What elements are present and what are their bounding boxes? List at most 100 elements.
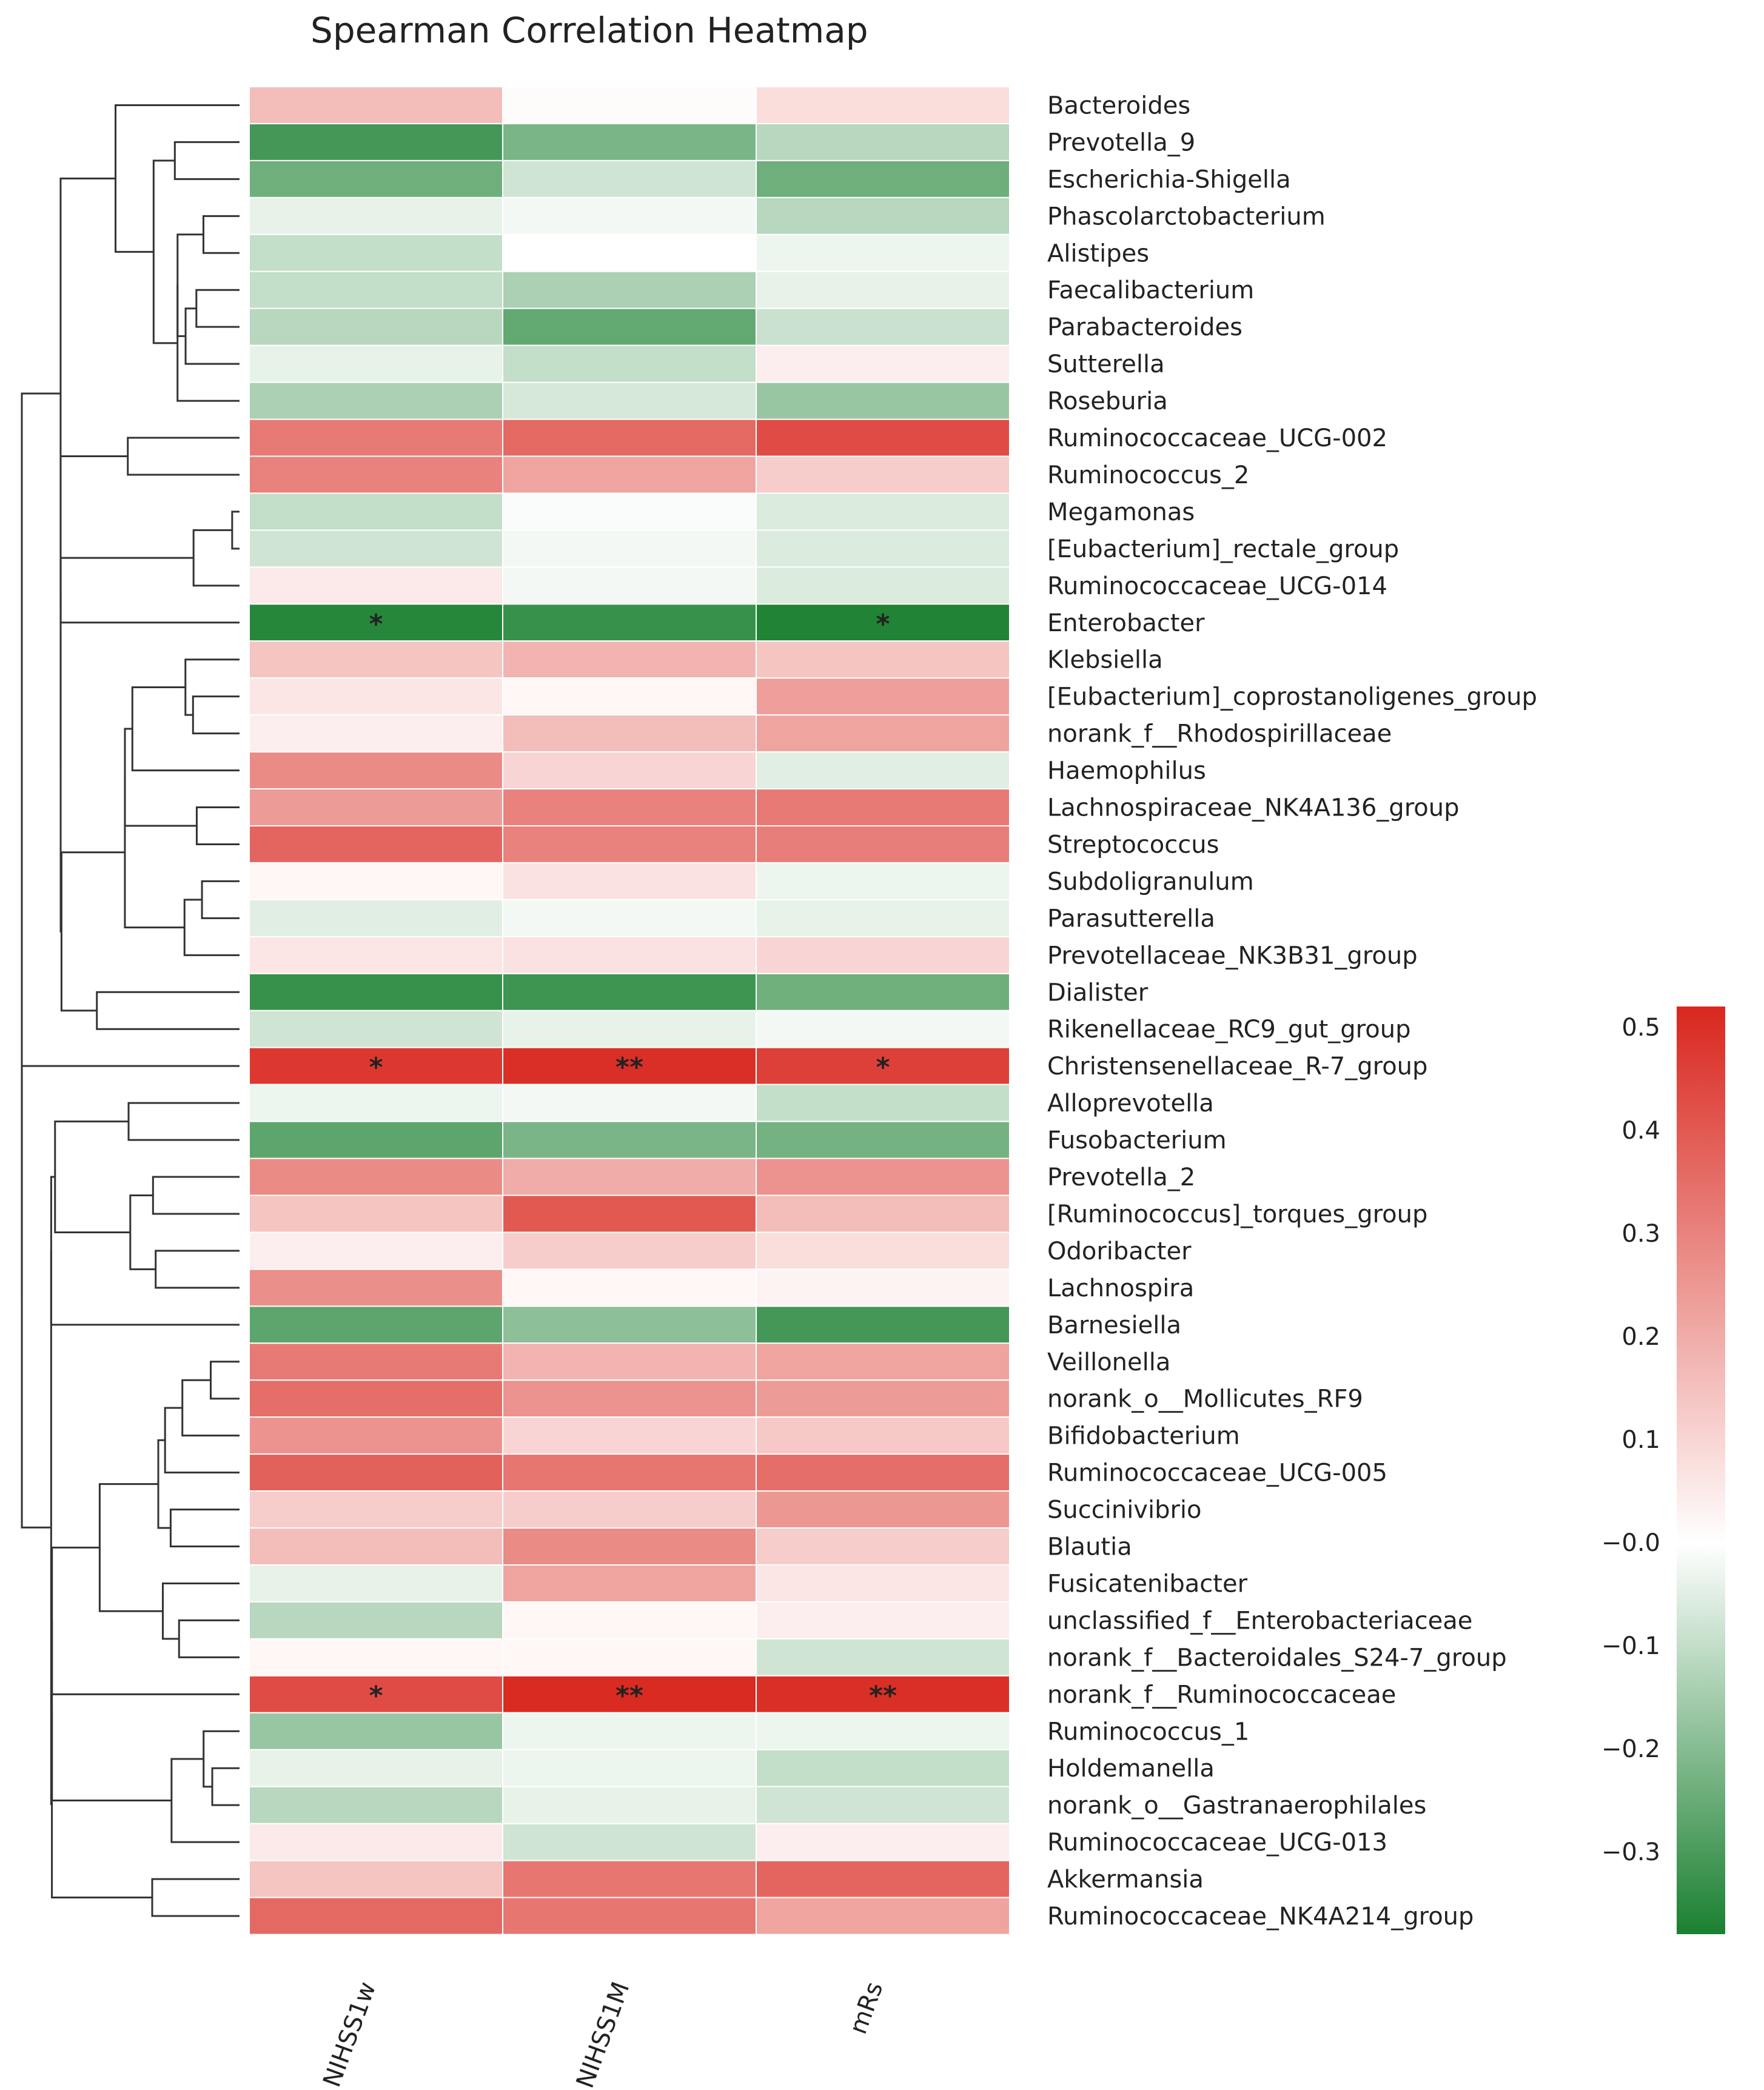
row-label: Rikenellaceae_RC9_gut_group bbox=[1047, 1016, 1410, 1043]
dendrogram-branch bbox=[151, 1878, 240, 1917]
dendrogram-branch bbox=[211, 1767, 240, 1806]
heatmap-cell bbox=[249, 1010, 503, 1048]
heatmap-cell bbox=[756, 1638, 1010, 1676]
colorbar: 0.5 0.4 0.3 0.2 0.1 −0.0 −0.1 −0.2 −0.3 bbox=[1601, 1006, 1725, 1934]
colorbar-tick-label: −0.2 bbox=[1601, 1735, 1660, 1763]
heatmap-cell bbox=[502, 122, 757, 161]
heatmap-cell bbox=[502, 603, 757, 642]
heatmap-cell bbox=[756, 1379, 1010, 1418]
heatmap-cell bbox=[502, 1860, 757, 1898]
heatmap-cell bbox=[756, 233, 1010, 272]
row-label: Succinivibrio bbox=[1047, 1496, 1202, 1524]
heatmap-cell bbox=[249, 1379, 503, 1418]
heatmap-cell bbox=[502, 233, 757, 272]
row-label: unclassified_f__Enterobacteriaceae bbox=[1047, 1607, 1472, 1635]
heatmap-cell bbox=[756, 1010, 1010, 1048]
row-label: Ruminococcaceae_UCG-013 bbox=[1047, 1829, 1387, 1857]
heatmap-cell bbox=[756, 714, 1010, 753]
row-label: Enterobacter bbox=[1047, 609, 1205, 637]
significance-star: ** bbox=[615, 1680, 643, 1711]
dendrogram-branch bbox=[176, 233, 204, 337]
dendrogram-branch bbox=[231, 511, 240, 550]
dendrogram-branch bbox=[59, 455, 128, 762]
heatmap-cell bbox=[249, 640, 503, 679]
heatmap-cell bbox=[502, 825, 757, 863]
heatmap-cell bbox=[249, 307, 503, 346]
row-label: Lachnospira bbox=[1047, 1274, 1194, 1302]
heatmap-cell bbox=[756, 529, 1010, 568]
heatmap-cell bbox=[502, 1157, 757, 1196]
heatmap-cell bbox=[502, 1823, 757, 1861]
row-label: Lachnospiraceae_NK4A136_group bbox=[1047, 794, 1459, 822]
heatmap-cell bbox=[249, 1860, 503, 1898]
dendrogram-branch bbox=[124, 776, 185, 929]
column-label: NIHSS1w bbox=[318, 1978, 381, 2090]
row-label: Veillonella bbox=[1047, 1348, 1170, 1376]
heatmap-cell bbox=[502, 492, 757, 531]
row-label: Bacteroides bbox=[1047, 92, 1190, 119]
dendrogram-branch bbox=[183, 899, 240, 956]
chart-title: Spearman Correlation Heatmap bbox=[310, 10, 868, 51]
heatmap-cell bbox=[249, 1897, 503, 1935]
heatmap-cell bbox=[756, 196, 1010, 235]
heatmap-cell bbox=[756, 1490, 1010, 1529]
heatmap-cell bbox=[502, 196, 757, 235]
dendrogram-branch bbox=[96, 991, 240, 1030]
heatmap-cell bbox=[249, 862, 503, 900]
heatmap-cell bbox=[756, 1860, 1010, 1898]
heatmap-cell bbox=[756, 1194, 1010, 1233]
heatmap-cell bbox=[249, 1157, 503, 1196]
heatmap-cell bbox=[502, 307, 757, 346]
heatmap-cell bbox=[502, 1527, 757, 1566]
heatmap-cell bbox=[756, 1564, 1010, 1603]
colorbar-tick-label: 0.4 bbox=[1621, 1117, 1660, 1145]
heatmap-cell bbox=[502, 1675, 757, 1713]
heatmap-cell bbox=[502, 1231, 757, 1270]
row-label: Fusicatenibacter bbox=[1047, 1570, 1248, 1598]
row-label: Sutterella bbox=[1047, 350, 1165, 378]
heatmap-cell bbox=[249, 1601, 503, 1640]
row-label: Haemophilus bbox=[1047, 757, 1206, 785]
heatmap-cell bbox=[756, 159, 1010, 198]
dendrogram-branch bbox=[60, 851, 125, 1012]
heatmap-cell bbox=[502, 1749, 757, 1787]
heatmap-cell bbox=[756, 1268, 1010, 1307]
dendrogram-branch bbox=[50, 1250, 52, 1806]
heatmap-cell bbox=[249, 1823, 503, 1861]
row-label: Bifidobacterium bbox=[1047, 1422, 1240, 1450]
heatmap-cell bbox=[756, 1601, 1010, 1640]
row-label: Prevotella_2 bbox=[1047, 1164, 1195, 1191]
dendrogram-branch bbox=[59, 177, 116, 610]
colorbar-tick-label: 0.2 bbox=[1621, 1323, 1660, 1351]
heatmap-cell bbox=[249, 1084, 503, 1122]
dendrogram-branch bbox=[131, 686, 240, 772]
dendrogram-branch bbox=[164, 1407, 240, 1474]
heatmap-cell bbox=[249, 603, 503, 642]
heatmap-cell bbox=[249, 1120, 503, 1159]
row-label: Holdemanella bbox=[1047, 1755, 1215, 1783]
dendrogram-branch bbox=[192, 695, 240, 735]
row-label: Alistipes bbox=[1047, 239, 1149, 267]
dendrogram-branch bbox=[98, 1483, 163, 1612]
heatmap-cell bbox=[502, 936, 757, 974]
row-label: Akkermansia bbox=[1047, 1866, 1204, 1894]
heatmap-cell bbox=[756, 1120, 1010, 1159]
heatmap-cell bbox=[502, 1490, 757, 1529]
heatmap-cell bbox=[756, 566, 1010, 605]
heatmap-cell bbox=[249, 381, 503, 420]
dendrogram-branch bbox=[59, 557, 240, 624]
heatmap-cell bbox=[756, 1416, 1010, 1455]
dendrogram-branch bbox=[127, 1102, 240, 1141]
heatmap-cell bbox=[756, 344, 1010, 383]
heatmap-cell bbox=[756, 788, 1010, 827]
dendrogram-branch bbox=[115, 104, 240, 253]
significance-star: * bbox=[369, 1052, 383, 1083]
heatmap-cell bbox=[756, 1897, 1010, 1935]
row-label: Ruminococcus_2 bbox=[1047, 461, 1249, 489]
heatmap-cell bbox=[502, 418, 757, 457]
row-label: norank_f__Rhodospirillaceae bbox=[1047, 720, 1392, 748]
row-label: [Eubacterium]_coprostanoligenes_group bbox=[1047, 683, 1537, 711]
heatmap-cell bbox=[756, 1527, 1010, 1566]
row-label: Prevotella_9 bbox=[1047, 129, 1195, 156]
heatmap-cell bbox=[502, 1084, 757, 1122]
